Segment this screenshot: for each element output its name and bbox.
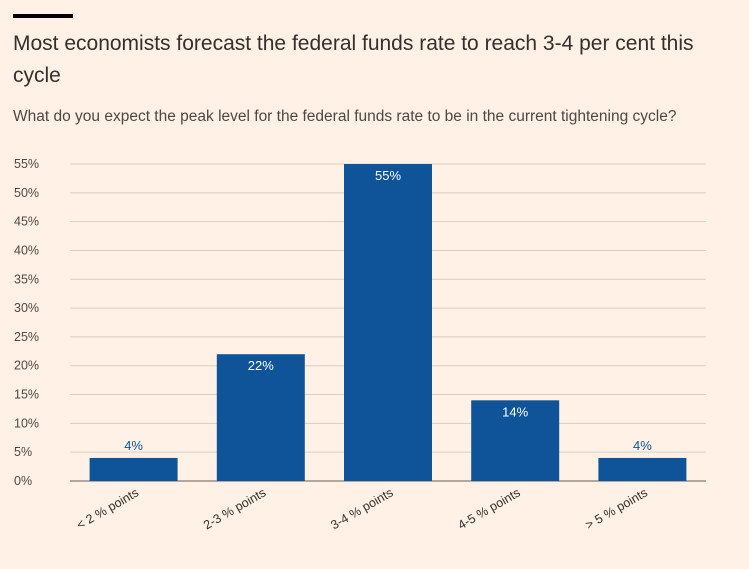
y-tick-label: 10% (14, 416, 39, 430)
brand-bar (13, 14, 73, 18)
x-tick-label: 3-4 % points (328, 485, 395, 532)
y-tick-label: 40% (14, 243, 39, 257)
bar-value-label: 4% (124, 438, 143, 453)
y-tick-label: 15% (14, 388, 39, 402)
chart-subtitle: What do you expect the peak level for th… (13, 108, 677, 125)
y-tick-label: 50% (14, 186, 39, 200)
y-tick-label: 20% (14, 359, 39, 373)
bar-value-label: 55% (375, 168, 401, 183)
bar (598, 457, 687, 481)
bar (216, 354, 305, 481)
x-tick-label: > 5 % points (583, 485, 650, 532)
bar (89, 457, 178, 481)
y-tick-label: 25% (14, 330, 39, 344)
x-tick-label: 2-3 % points (201, 485, 268, 532)
bar (344, 164, 432, 481)
chart-title: Most economists forecast the federal fun… (13, 32, 694, 87)
y-tick-label: 30% (14, 301, 39, 315)
y-tick-label: 35% (14, 272, 39, 286)
bar-value-label: 4% (633, 438, 652, 453)
bar-value-label: 22% (248, 358, 274, 373)
x-tick-label: < 2 % points (74, 485, 141, 532)
x-tick-label: 4-5 % points (456, 485, 523, 532)
y-tick-label: 55% (14, 157, 39, 171)
y-tick-label: 0% (14, 474, 32, 488)
y-tick-label: 5% (14, 445, 32, 459)
y-tick-label: 45% (14, 215, 39, 229)
bar-value-label: 14% (502, 404, 528, 419)
bar (471, 400, 560, 481)
